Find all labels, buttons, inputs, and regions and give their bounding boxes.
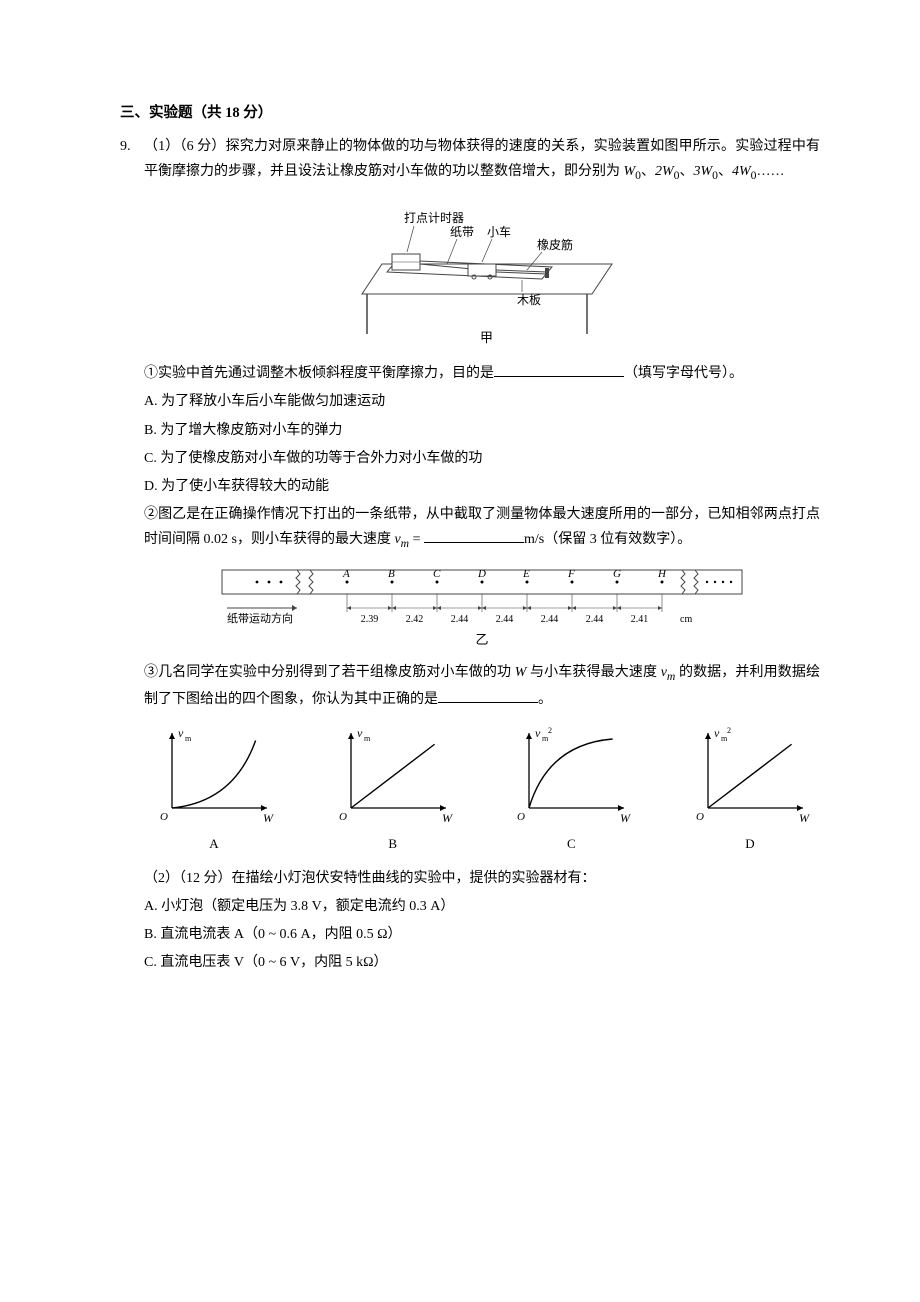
label-timer: 打点计时器 (404, 211, 464, 225)
svg-text:2.39: 2.39 (361, 614, 379, 625)
svg-text:v: v (714, 726, 720, 740)
vm-sub: m (401, 537, 409, 550)
intro-text: （1）（6 分）探究力对原来静止的物体做的功与物体获得的速度的关系，实验装置如图… (144, 139, 820, 179)
graph-label: A (144, 832, 284, 855)
graph-B: vm W OB (323, 720, 463, 855)
svg-text:W: W (799, 811, 810, 825)
w2-sub: 0 (712, 169, 718, 182)
sub1-suffix: （填写字母代号）。 (624, 366, 743, 381)
svg-text:W: W (263, 811, 274, 825)
sub1-question: ①实验中首先通过调整木板倾斜程度平衡摩擦力，目的是 （填写字母代号）。 (144, 361, 820, 386)
sub3-a: ③几名同学在实验中分别得到了若干组橡皮筋对小车做的功 (144, 665, 515, 680)
label-cart: 小车 (487, 224, 511, 239)
label-board: 木板 (517, 293, 541, 307)
section-heading: 三、实验题（共 18 分） (120, 100, 820, 126)
w0-sub: 0 (635, 169, 641, 182)
svg-text:m: m (364, 734, 371, 743)
svg-text:G: G (613, 568, 621, 580)
fig-caption-jia: 甲 (480, 330, 493, 344)
sub3-suffix: 。 (538, 692, 552, 707)
option-C: C. 为了使橡皮筋对小车做的功等于合外力对小车做的功 (144, 446, 820, 471)
svg-text:v: v (357, 726, 363, 740)
svg-text:m: m (721, 734, 728, 743)
svg-text:C: C (433, 568, 441, 580)
svg-text:2.44: 2.44 (586, 614, 604, 625)
label-rubber: 橡皮筋 (537, 237, 573, 252)
svg-text:A: A (342, 568, 350, 580)
graph-D: vm2 W OD (680, 720, 820, 855)
svg-text:O: O (696, 811, 704, 823)
w3: 4W (732, 164, 751, 179)
w1-sub: 0 (674, 169, 680, 182)
w1: 2W (655, 164, 674, 179)
sub3-b: 与小车获得最大速度 (526, 665, 660, 680)
label-tape: 纸带 (450, 225, 474, 239)
option-D: D. 为了使小车获得较大的动能 (144, 474, 820, 499)
item-B: B. 直流电流表 A（0 ~ 0.6 A，内阻 0.5 Ω） (144, 922, 820, 947)
svg-text:O: O (160, 811, 168, 823)
svg-text:纸带运动方向: 纸带运动方向 (227, 611, 293, 625)
sub2-question: ②图乙是在正确操作情况下打出的一条纸带，从中截取了测量物体最大速度所用的一部分，… (144, 502, 820, 554)
svg-text:O: O (517, 811, 525, 823)
setup-diagram: 打点计时器 纸带 小车 橡皮筋 木板 甲 (144, 194, 820, 353)
q9-part1-intro: （1）（6 分）探究力对原来静止的物体做的功与物体获得的速度的关系，实验装置如图… (144, 134, 820, 186)
svg-text:F: F (567, 568, 575, 580)
q9-part2-intro: （2）（12 分）在描绘小灯泡伏安特性曲线的实验中，提供的实验器材有： (144, 866, 820, 891)
svg-text:2.41: 2.41 (631, 614, 649, 625)
svg-text:乙: 乙 (475, 632, 488, 647)
tape-diagram: A B C D E F G H 2.39 2.42 2.44 2.44 2.44 2.44 2.41 cm 纸带… (144, 562, 820, 652)
svg-text:2.44: 2.44 (541, 614, 559, 625)
ellipsis: …… (757, 164, 785, 179)
question-9: 9. （1）（6 分）探究力对原来静止的物体做的功与物体获得的速度的关系，实验装… (120, 134, 820, 978)
graphs-row: vmWOAvmWOBvm2WOCvm2WOD (144, 720, 820, 855)
svg-text:2.44: 2.44 (496, 614, 514, 625)
graph-C: vm2 W OC (501, 720, 641, 855)
graph-A: vm W OA (144, 720, 284, 855)
svg-text:2.44: 2.44 (451, 614, 469, 625)
sub2-eq: = (409, 532, 424, 547)
svg-text:W: W (620, 811, 631, 825)
graph-label: C (501, 832, 641, 855)
svg-text:D: D (477, 568, 486, 580)
blank-1 (494, 363, 624, 377)
svg-text:W: W (442, 811, 453, 825)
item-A: A. 小灯泡（额定电压为 3.8 V，额定电流约 0.3 A） (144, 894, 820, 919)
svg-text:2: 2 (727, 726, 731, 735)
svg-text:v: v (178, 726, 184, 740)
svg-text:v: v (535, 726, 541, 740)
w-var: W (515, 665, 527, 680)
option-B: B. 为了增大橡皮筋对小车的弹力 (144, 418, 820, 443)
svg-text:2: 2 (548, 726, 552, 735)
svg-text:H: H (657, 568, 667, 580)
svg-text:m: m (542, 734, 549, 743)
graph-label: B (323, 832, 463, 855)
w2: 3W (694, 164, 713, 179)
svg-text:cm: cm (680, 614, 692, 625)
svg-text:2.42: 2.42 (406, 614, 424, 625)
svg-text:O: O (339, 811, 347, 823)
w0: W (624, 164, 636, 179)
question-number: 9. (120, 134, 144, 978)
sub3-question: ③几名同学在实验中分别得到了若干组橡皮筋对小车做的功 W 与小车获得最大速度 v… (144, 660, 820, 712)
svg-text:m: m (185, 734, 192, 743)
option-A: A. 为了释放小车后小车能做匀加速运动 (144, 389, 820, 414)
blank-3 (438, 689, 538, 703)
sub1-prefix: ①实验中首先通过调整木板倾斜程度平衡摩擦力，目的是 (144, 366, 494, 381)
graph-label: D (680, 832, 820, 855)
svg-text:E: E (522, 568, 530, 580)
blank-2 (424, 529, 524, 543)
svg-text:B: B (388, 568, 395, 580)
item-C: C. 直流电压表 V（0 ~ 6 V，内阻 5 kΩ） (144, 950, 820, 975)
sub2-unit: m/s（保留 3 位有效数字）。 (524, 532, 691, 547)
